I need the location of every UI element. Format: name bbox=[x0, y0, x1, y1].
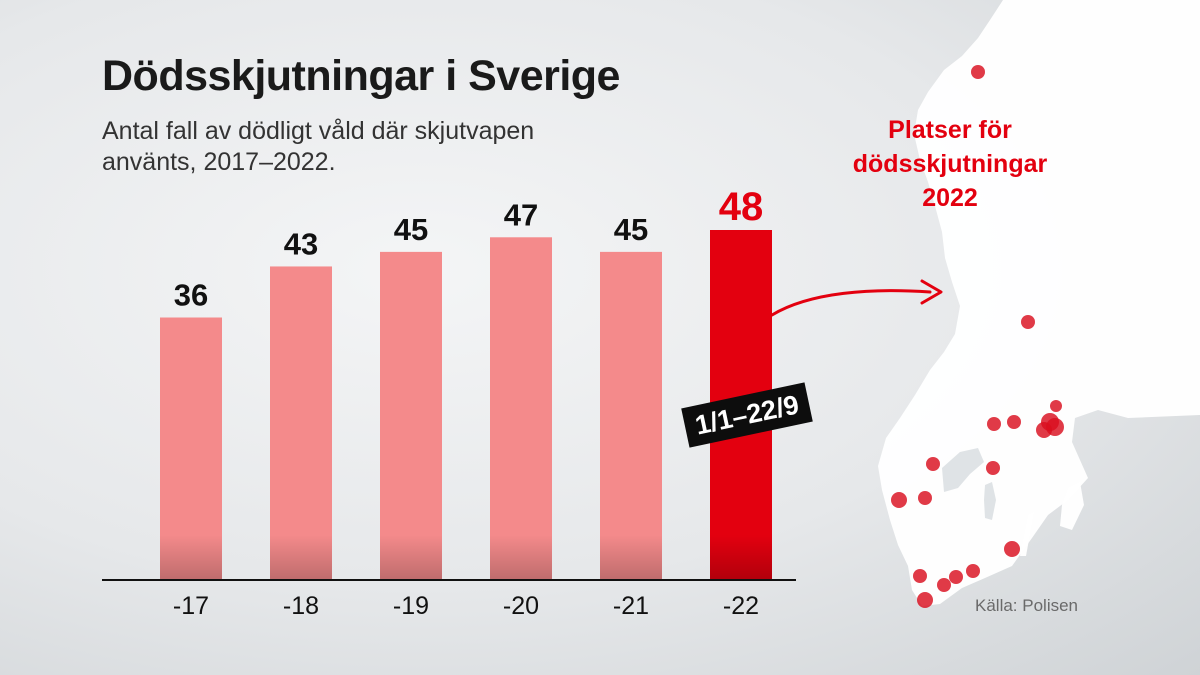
map-caption: Platser för dödsskjutningar 2022 bbox=[830, 113, 1070, 215]
map-lake-vanern bbox=[942, 448, 984, 492]
tick-label--21: -21 bbox=[613, 592, 649, 620]
tick-label--17: -17 bbox=[173, 592, 209, 620]
map-caption-line-2: dödsskjutningar bbox=[852, 150, 1048, 178]
tick-label--22: -22 bbox=[723, 592, 759, 620]
tick-label--20: -20 bbox=[503, 592, 539, 620]
bar--19 bbox=[380, 251, 442, 580]
bar-shade--21 bbox=[600, 535, 662, 580]
location-dot bbox=[966, 564, 980, 578]
value-label--22: 48 bbox=[719, 185, 764, 229]
value-label--17: 36 bbox=[174, 278, 208, 313]
chart-title: Dödsskjutningar i Sverige bbox=[102, 52, 620, 100]
location-dot bbox=[917, 592, 933, 608]
location-dot bbox=[926, 457, 940, 471]
bar-shade--18 bbox=[270, 535, 332, 580]
location-dot bbox=[949, 570, 963, 584]
location-dot bbox=[1050, 400, 1062, 412]
bar--18 bbox=[270, 266, 332, 580]
map-lake-vattern bbox=[984, 482, 996, 520]
value-label--18: 43 bbox=[284, 226, 318, 261]
location-dot bbox=[971, 65, 985, 79]
bars bbox=[160, 230, 772, 580]
chart-subtitle: Antal fall av dödligt våld där skjutvape… bbox=[102, 117, 535, 176]
location-dot bbox=[986, 461, 1000, 475]
bar-shade--19 bbox=[380, 535, 442, 580]
value-labels: 36 43 45 47 45 48 bbox=[174, 185, 763, 313]
tick-label--18: -18 bbox=[283, 592, 319, 620]
location-dots bbox=[891, 65, 1064, 608]
bar--21 bbox=[600, 251, 662, 580]
location-dot bbox=[913, 569, 927, 583]
bar--20 bbox=[490, 237, 552, 580]
location-dot bbox=[1007, 415, 1021, 429]
x-tick-labels: -17 -18 -19 -20 -21 -22 bbox=[173, 592, 759, 620]
bar-shade--22 bbox=[710, 535, 772, 580]
map-land bbox=[878, 0, 1200, 606]
location-dot bbox=[937, 578, 951, 592]
arrow-curve bbox=[770, 289, 932, 317]
location-dot bbox=[987, 417, 1001, 431]
bar-shade--20 bbox=[490, 535, 552, 580]
map-island-gotland bbox=[1060, 482, 1084, 530]
value-label--20: 47 bbox=[504, 197, 538, 232]
value-label--21: 45 bbox=[614, 212, 648, 247]
map-island-oland bbox=[1020, 512, 1034, 556]
source-credit: Källa: Polisen bbox=[975, 596, 1079, 615]
bar-shade--17 bbox=[160, 535, 222, 580]
sweden-map bbox=[878, 0, 1200, 606]
map-caption-line-1: Platser för bbox=[888, 116, 1012, 144]
location-dot bbox=[1004, 541, 1020, 557]
location-dot bbox=[891, 492, 907, 508]
map-caption-line-3: 2022 bbox=[922, 184, 978, 212]
arrow-head bbox=[920, 279, 943, 305]
location-dot bbox=[918, 491, 932, 505]
location-dot bbox=[1021, 315, 1035, 329]
location-dot bbox=[1036, 422, 1052, 438]
tick-label--19: -19 bbox=[393, 592, 429, 620]
value-label--19: 45 bbox=[394, 212, 428, 247]
